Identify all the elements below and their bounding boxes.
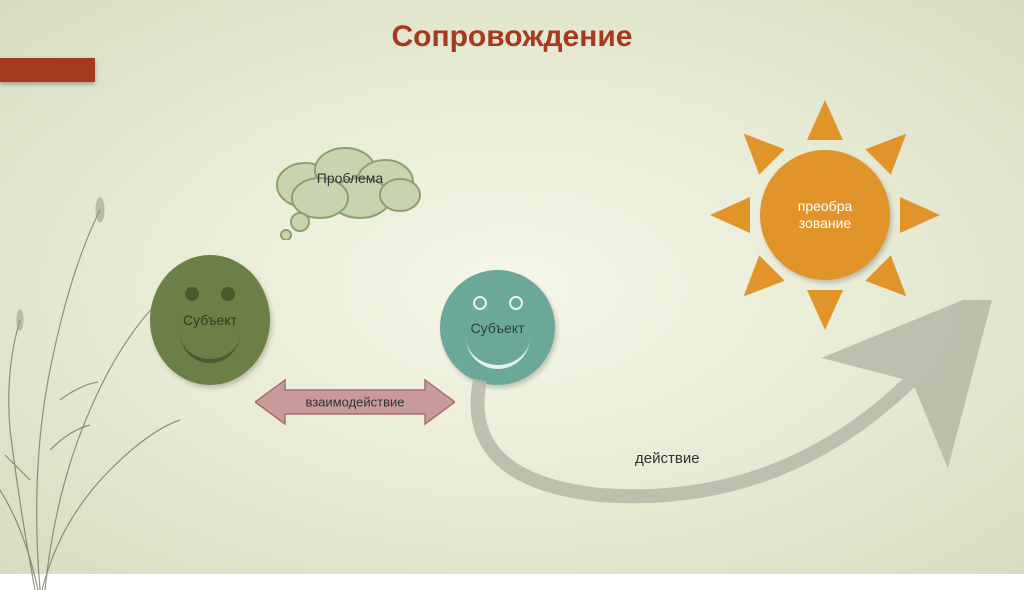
face2-eye-left	[473, 296, 487, 310]
subject1-label: Субъект	[183, 312, 237, 328]
accent-bar	[0, 58, 95, 82]
subject1-face: Субъект	[150, 255, 270, 385]
interaction-arrow: взаимодействие	[255, 378, 455, 426]
sun-label-line1: преобра	[798, 198, 853, 215]
face1-eye-left	[185, 287, 199, 301]
interaction-label: взаимодействие	[305, 395, 404, 410]
face2-eye-right	[509, 296, 523, 310]
face2-mouth	[466, 337, 530, 369]
face2-eyes	[440, 296, 555, 310]
action-label: действие	[635, 450, 700, 467]
transformation-sun: преобра зование	[700, 90, 950, 340]
sun-ray	[807, 290, 843, 330]
page-title: Сопровождение	[0, 20, 1024, 54]
sun-ray	[710, 197, 750, 233]
sun-ray	[731, 121, 785, 175]
sun-center: преобра зование	[760, 150, 890, 280]
sun-label-line2: зование	[799, 215, 851, 232]
sun-ray	[807, 100, 843, 140]
face1-eyes	[150, 287, 270, 301]
sun-ray	[865, 121, 919, 175]
problem-cloud: Проблема	[260, 140, 440, 240]
face1-mouth	[180, 333, 240, 363]
subject2-label: Субъект	[470, 320, 524, 336]
sun-ray	[731, 255, 785, 309]
problem-label: Проблема	[317, 170, 383, 186]
face1-eye-right	[221, 287, 235, 301]
subject2-face: Субъект	[440, 270, 555, 385]
sun-ray	[900, 197, 940, 233]
sun-ray	[865, 255, 919, 309]
